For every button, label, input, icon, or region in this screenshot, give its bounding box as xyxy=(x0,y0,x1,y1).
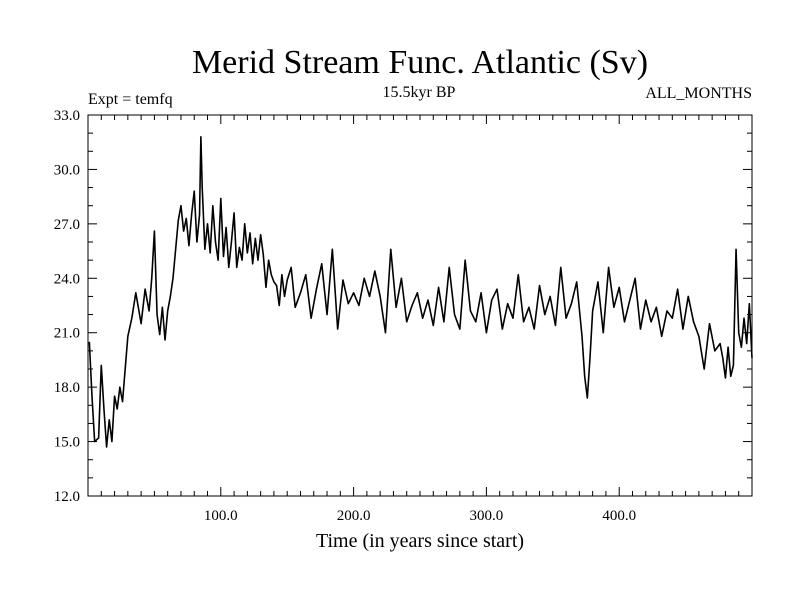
series-line xyxy=(88,135,753,448)
chart-title: Merid Stream Func. Atlantic (Sv) xyxy=(192,44,648,81)
y-tick-label: 18.0 xyxy=(54,380,80,396)
subtitle-label: 15.5kyr BP xyxy=(383,84,456,101)
x-tick-label: 400.0 xyxy=(602,508,636,524)
x-tick-label: 200.0 xyxy=(337,508,371,524)
y-tick-label: 21.0 xyxy=(54,326,80,342)
tick-labels: 100.0 200.0 300.0 400.0 12.0 15.0 18.0 21.0 24.0… xyxy=(54,108,636,524)
experiment-label: Expt = temfq xyxy=(88,91,173,108)
x-axis-label: Time (in years since start) xyxy=(316,530,524,552)
x-tick-label: 300.0 xyxy=(470,508,504,524)
y-tick-label: 27.0 xyxy=(54,217,80,233)
y-tick-label: 33.0 xyxy=(54,108,80,124)
y-tick-label: 30.0 xyxy=(54,162,80,178)
y-tick-label: 15.0 xyxy=(54,435,80,451)
x-tick-label: 100.0 xyxy=(204,508,238,524)
months-label: ALL_MONTHS xyxy=(645,85,752,102)
y-tick-label: 24.0 xyxy=(54,271,80,287)
y-tick-label: 12.0 xyxy=(54,489,80,505)
